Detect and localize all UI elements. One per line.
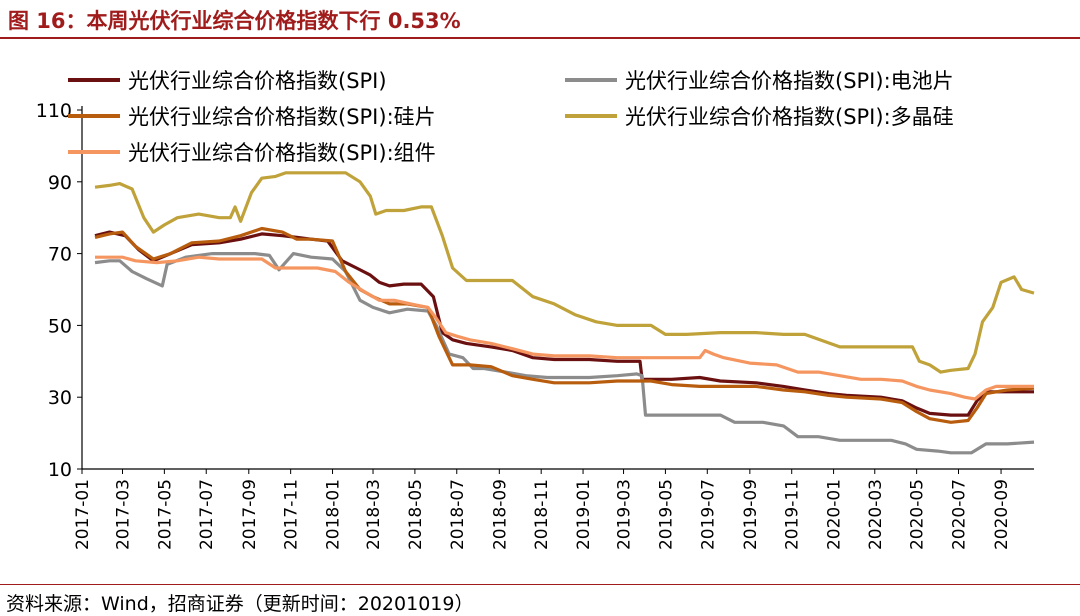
legend-item-0: 光伏行业综合价格指数(SPI) bbox=[68, 69, 387, 93]
x-tick-label: 2020-03 bbox=[866, 479, 886, 550]
x-tick-label: 2020-09 bbox=[992, 479, 1012, 550]
x-tick-label: 2019-03 bbox=[615, 479, 635, 550]
x-tick-label: 2018-03 bbox=[364, 479, 384, 550]
x-tick-label: 2017-03 bbox=[113, 479, 133, 550]
source-rule bbox=[0, 584, 1080, 585]
legend-label: 光伏行业综合价格指数(SPI):电池片 bbox=[625, 69, 954, 93]
legend-label: 光伏行业综合价格指数(SPI):多晶硅 bbox=[625, 105, 954, 129]
y-tick-label: 10 bbox=[48, 459, 72, 481]
legend-label: 光伏行业综合价格指数(SPI):硅片 bbox=[128, 105, 436, 129]
x-tick-label: 2020-07 bbox=[949, 479, 969, 550]
y-tick-label: 50 bbox=[48, 315, 72, 337]
x-axis-ticks: 2017-01 2017-03 2017-05 2017-07 2017-09 2017-… bbox=[73, 469, 1012, 550]
x-tick-label: 2017-11 bbox=[282, 479, 302, 550]
legend: 光伏行业综合价格指数(SPI) 光伏行业综合价格指数(SPI):电池片光伏行业综合… bbox=[68, 69, 954, 165]
x-tick-label: 2019-11 bbox=[783, 479, 803, 550]
series-line-2 bbox=[94, 226, 1035, 424]
x-tick-label: 2018-11 bbox=[532, 479, 552, 550]
x-tick-label: 2020-01 bbox=[825, 479, 845, 550]
y-tick-label: 30 bbox=[48, 387, 72, 409]
y-tick-label: 110 bbox=[36, 100, 72, 122]
x-tick-label: 2017-05 bbox=[155, 479, 175, 550]
legend-label: 光伏行业综合价格指数(SPI) bbox=[128, 69, 387, 93]
series-line-3 bbox=[94, 171, 1035, 374]
legend-item-2: 光伏行业综合价格指数(SPI):硅片 bbox=[68, 105, 436, 129]
x-tick-label: 2017-07 bbox=[197, 479, 217, 550]
title-rule bbox=[0, 37, 1080, 39]
x-tick-label: 2019-07 bbox=[698, 479, 718, 550]
legend-item-1: 光伏行业综合价格指数(SPI):电池片 bbox=[565, 69, 954, 93]
source-note: 资料来源：Wind，招商证券（更新时间：20201019） bbox=[6, 593, 474, 615]
y-tick-label: 70 bbox=[48, 244, 72, 266]
x-tick-label: 2018-09 bbox=[490, 479, 510, 550]
x-tick-label: 2019-01 bbox=[574, 479, 594, 550]
x-tick-label: 2017-01 bbox=[73, 479, 93, 550]
series-line-0 bbox=[94, 230, 1034, 417]
x-tick-label: 2020-05 bbox=[908, 479, 928, 550]
series-line-4 bbox=[95, 255, 1034, 401]
y-tick-label: 90 bbox=[48, 172, 72, 194]
y-axis-ticks: 10 30 50 70 90 110 bbox=[36, 100, 82, 481]
x-tick-label: 2018-07 bbox=[448, 479, 468, 550]
series-lines bbox=[94, 171, 1035, 455]
legend-item-4: 光伏行业综合价格指数(SPI):组件 bbox=[68, 141, 436, 165]
legend-label: 光伏行业综合价格指数(SPI):组件 bbox=[128, 141, 436, 165]
x-tick-label: 2019-05 bbox=[656, 479, 676, 550]
series-line-1 bbox=[94, 252, 1035, 455]
x-tick-label: 2018-01 bbox=[324, 479, 344, 550]
x-tick-label: 2018-05 bbox=[406, 479, 426, 550]
x-tick-label: 2017-09 bbox=[240, 479, 260, 550]
x-tick-label: 2019-09 bbox=[741, 479, 761, 550]
figure-title: 图 16：本周光伏行业综合价格指数下行 0.53% bbox=[8, 9, 461, 33]
legend-item-3: 光伏行业综合价格指数(SPI):多晶硅 bbox=[565, 105, 954, 129]
